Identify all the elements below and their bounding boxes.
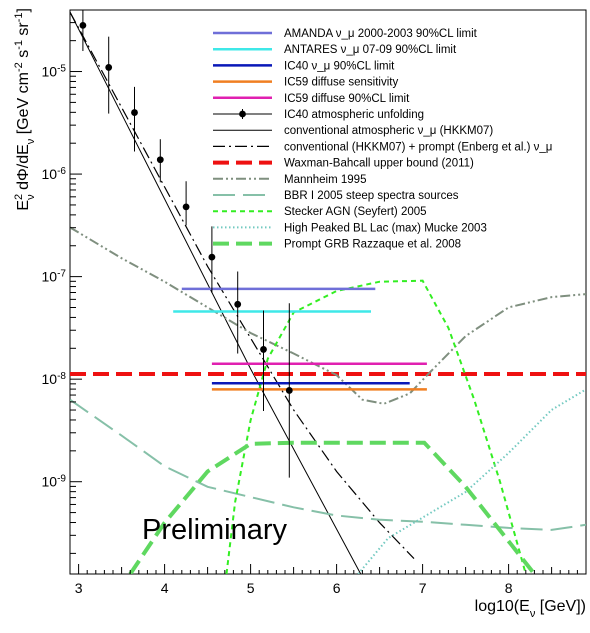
legend-entry-label: BBR I 2005 steep spectra sources	[284, 190, 459, 202]
y-tick-label: 10-8	[42, 371, 67, 388]
legend-entry-label: conventional (HKKM07) + prompt (Enberg e…	[284, 141, 552, 153]
x-tick-label: 5	[247, 580, 255, 596]
points-layer	[79, 10, 293, 478]
y-tick-label: 10-7	[42, 268, 67, 285]
data-point	[156, 156, 164, 164]
legend: AMANDA ν_μ 2000-2003 90%CL limit ANTARES …	[213, 28, 552, 251]
data-point	[105, 64, 113, 71]
x-tick-label: 7	[419, 580, 427, 596]
series-line-stecker	[225, 279, 527, 574]
legend-entry-label: Stecker AGN (Seyfert) 2005	[284, 206, 427, 218]
x-tick-label: 6	[333, 580, 341, 596]
legend-entry-label: IC40 atmospheric unfolding	[284, 109, 424, 121]
y-tick-label: 10-6	[42, 166, 67, 183]
data-point	[79, 21, 87, 29]
data-point	[182, 203, 190, 211]
legend-entry-label: IC40 ν_μ 90%CL limit	[284, 60, 395, 72]
legend-entry-label: AMANDA ν_μ 2000-2003 90%CL limit	[284, 28, 478, 40]
x-tick-label: 4	[161, 580, 169, 596]
y-axis-label: E2ν dΦ/dEν [GeV cm-2 s-1 sr-1]	[13, 8, 37, 211]
data-point	[208, 253, 216, 261]
legend-entry-label: Mannheim 1995	[284, 174, 366, 186]
series-line-mannheim	[70, 226, 586, 405]
annotation-preliminary: Preliminary	[142, 514, 288, 546]
x-tick-label: 3	[75, 580, 83, 596]
data-point	[285, 387, 293, 394]
legend-entry-label: Waxman-Bahcall upper bound (2011)	[284, 158, 474, 170]
legend-entry-label: ANTARES ν_μ 07-09 90%CL limit	[284, 44, 457, 56]
series-line-bbr	[70, 398, 586, 531]
series-line-razzaque	[128, 440, 536, 574]
legend-entry-label: IC59 diffuse sensitivity	[284, 77, 398, 89]
series-line-conventional-prompt	[70, 11, 415, 560]
legend-entry-label: High Peaked BL Lac (max) Mucke 2003	[284, 222, 487, 234]
curves-layer	[70, 11, 586, 574]
data-point	[234, 300, 242, 308]
x-axis-label: log10(Eν [GeV])	[475, 598, 586, 620]
data-point	[131, 109, 138, 116]
y-tick-label: 10-5	[42, 63, 67, 80]
y-tick-label: 10-9	[42, 473, 67, 490]
axes-layer: 3 4 5 6 7 8 10-9 10-8 10-7 10-6 10-5	[42, 22, 587, 596]
legend-entry-label: Prompt GRB Razzaque et al. 2008	[284, 239, 461, 251]
data-point	[260, 346, 267, 353]
limits-layer	[173, 287, 427, 391]
legend-entry-label: conventional atmospheric ν_μ (HKKM07)	[284, 125, 493, 137]
x-tick-label: 8	[505, 580, 513, 596]
series-line-conventional	[70, 11, 362, 574]
series-line-mucke	[357, 388, 586, 574]
legend-entry-label: IC59 diffuse 90%CL limit	[284, 93, 410, 105]
legend-swatch-point	[239, 110, 246, 118]
